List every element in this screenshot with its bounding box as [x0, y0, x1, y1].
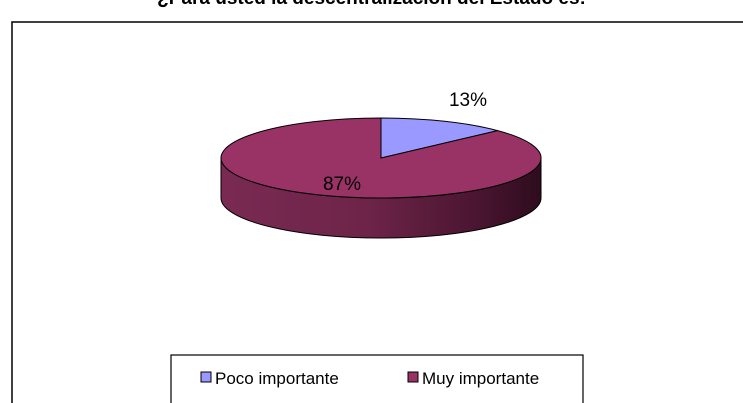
legend: Poco importante Muy importante: [170, 354, 584, 403]
pie-slice-muy-importante: [220, 117, 542, 199]
legend-swatch-poco-importante: [200, 371, 212, 383]
chart-title: ¿Para usted la descentralización del Est…: [0, 0, 743, 10]
data-label-muy-importante: 87%: [323, 174, 361, 195]
legend-label-poco-importante: Poco importante: [215, 369, 339, 388]
data-label-poco-importante: 13%: [449, 90, 487, 111]
legend-swatch-muy-importante: [407, 371, 419, 383]
legend-box: [170, 354, 584, 403]
pie-slice-poco-importante: [380, 117, 498, 159]
legend-label-muy-importante: Muy importante: [422, 369, 539, 388]
pie-group: [220, 117, 542, 239]
